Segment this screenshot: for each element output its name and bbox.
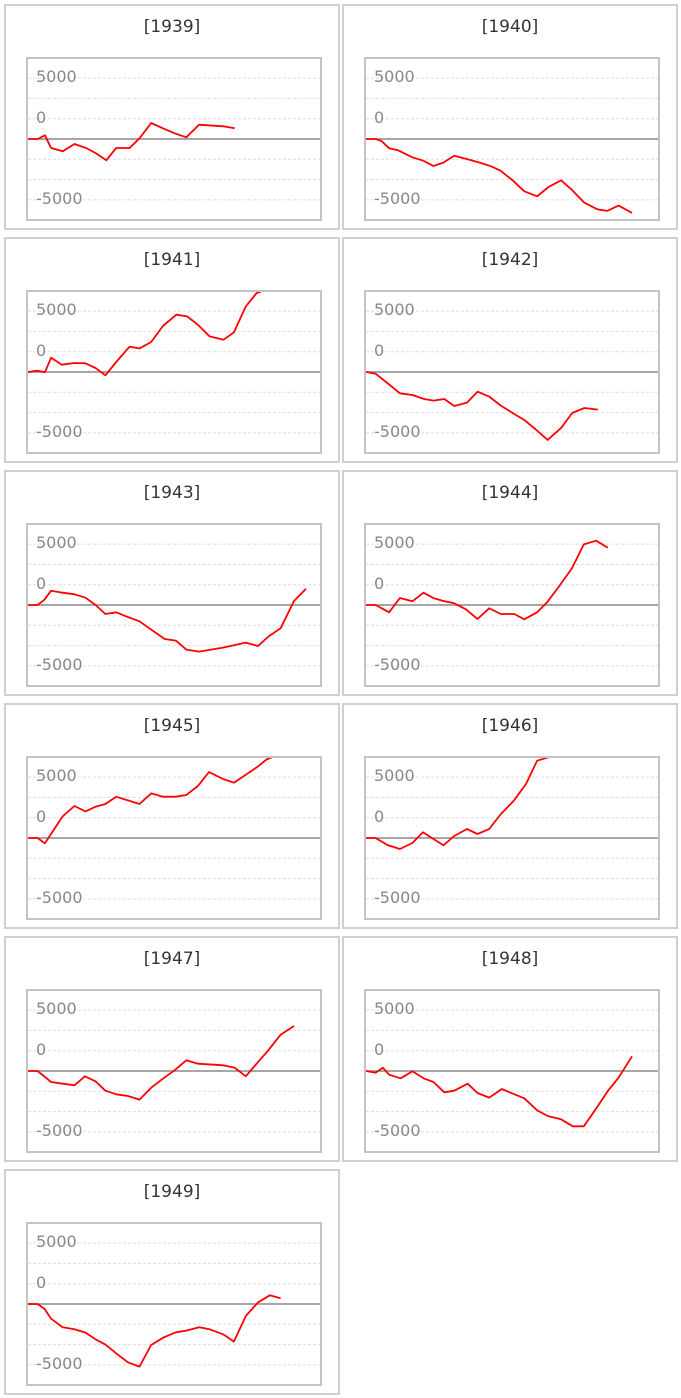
panel-title: [1944] [481, 483, 539, 503]
chart-panel: [1939] 5000 0 -5000 [4, 4, 340, 230]
y-tick-label: 5000 [36, 300, 77, 319]
chart-panel: [1940] 5000 0 -5000 [342, 4, 678, 230]
line-chart [28, 1242, 320, 1368]
panel-title: [1941] [143, 250, 201, 270]
y-tick-label: -5000 [36, 422, 83, 441]
plot-area: 5000 0 -5000 [364, 57, 660, 221]
y-tick-label: -5000 [374, 422, 421, 441]
line-chart [28, 292, 320, 434]
y-tick-label: 0 [374, 807, 385, 826]
panel-title: [1939] [143, 17, 201, 37]
line-chart [28, 543, 320, 667]
plot-area: 5000 0 -5000 [26, 756, 322, 920]
y-tick-label: 5000 [36, 1232, 77, 1251]
panel-title: [1947] [143, 949, 201, 969]
y-tick-label: -5000 [374, 189, 421, 208]
panel-title: [1946] [481, 716, 539, 736]
y-tick-label: -5000 [374, 888, 421, 907]
y-tick-label: -5000 [36, 1354, 83, 1373]
chart-panel: [1945] 5000 0 -5000 [4, 703, 340, 929]
plot-area: 5000 0 -5000 [26, 523, 322, 687]
series-line [28, 292, 263, 377]
line-chart [366, 310, 658, 441]
y-tick-label: 0 [36, 108, 47, 127]
panel-title: [1943] [143, 483, 201, 503]
y-tick-label: 0 [374, 574, 385, 593]
y-tick-label: -5000 [374, 1121, 421, 1140]
series-line [366, 138, 633, 214]
chart-panel: [1941] 5000 0 -5000 [4, 237, 340, 463]
chart-panel: [1944] 5000 0 -5000 [342, 470, 678, 696]
panel-title: [1942] [481, 250, 539, 270]
y-tick-label: 0 [36, 341, 47, 360]
plot-area: 5000 0 -5000 [26, 1222, 322, 1386]
series-line [366, 1055, 633, 1128]
line-chart [366, 77, 658, 214]
y-tick-label: 5000 [374, 766, 415, 785]
y-tick-label: 5000 [374, 67, 415, 86]
panel-title: [1948] [481, 949, 539, 969]
plot-area: 5000 0 -5000 [364, 523, 660, 687]
panel-title: [1945] [143, 716, 201, 736]
series-line [366, 758, 549, 850]
plot-area: 5000 0 -5000 [364, 290, 660, 454]
y-tick-label: 5000 [374, 300, 415, 319]
y-tick-label: 5000 [374, 999, 415, 1018]
y-tick-label: 0 [36, 1273, 47, 1292]
line-chart [366, 1009, 658, 1133]
chart-panel: [1949] 5000 0 -5000 [4, 1169, 340, 1395]
y-tick-label: 5000 [36, 533, 77, 552]
line-chart [366, 539, 658, 667]
series-line [28, 122, 235, 162]
chart-panel: [1946] 5000 0 -5000 [342, 703, 678, 929]
y-tick-label: 5000 [36, 67, 77, 86]
y-tick-label: -5000 [36, 655, 83, 674]
series-line [366, 371, 598, 441]
plot-area: 5000 0 -5000 [364, 989, 660, 1153]
plot-area: 5000 0 -5000 [26, 290, 322, 454]
y-tick-label: 5000 [36, 766, 77, 785]
line-chart [28, 758, 320, 900]
y-tick-label: 0 [374, 1040, 385, 1059]
line-chart [28, 1009, 320, 1133]
y-tick-label: 0 [374, 108, 385, 127]
y-tick-label: -5000 [374, 655, 421, 674]
y-tick-label: 0 [374, 341, 385, 360]
chart-panel: [1942] 5000 0 -5000 [342, 237, 678, 463]
y-tick-label: -5000 [36, 888, 83, 907]
chart-panel: [1943] 5000 0 -5000 [4, 470, 340, 696]
line-chart [28, 77, 320, 201]
plot-area: 5000 0 -5000 [364, 756, 660, 920]
plot-area: 5000 0 -5000 [26, 57, 322, 221]
y-tick-label: -5000 [36, 189, 83, 208]
y-tick-label: 0 [36, 807, 47, 826]
series-line [366, 539, 609, 621]
series-line [28, 588, 307, 653]
y-tick-label: -5000 [36, 1121, 83, 1140]
series-line [28, 1294, 281, 1368]
y-tick-label: 5000 [36, 999, 77, 1018]
series-line [28, 1025, 295, 1101]
plot-area: 5000 0 -5000 [26, 989, 322, 1153]
chart-panel: [1948] 5000 0 -5000 [342, 936, 678, 1162]
line-chart [366, 758, 658, 900]
y-tick-label: 5000 [374, 533, 415, 552]
chart-panel: [1947] 5000 0 -5000 [4, 936, 340, 1162]
series-line [28, 758, 274, 845]
y-tick-label: 0 [36, 1040, 47, 1059]
panel-title: [1949] [143, 1182, 201, 1202]
panel-title: [1940] [481, 17, 539, 37]
y-tick-label: 0 [36, 574, 47, 593]
